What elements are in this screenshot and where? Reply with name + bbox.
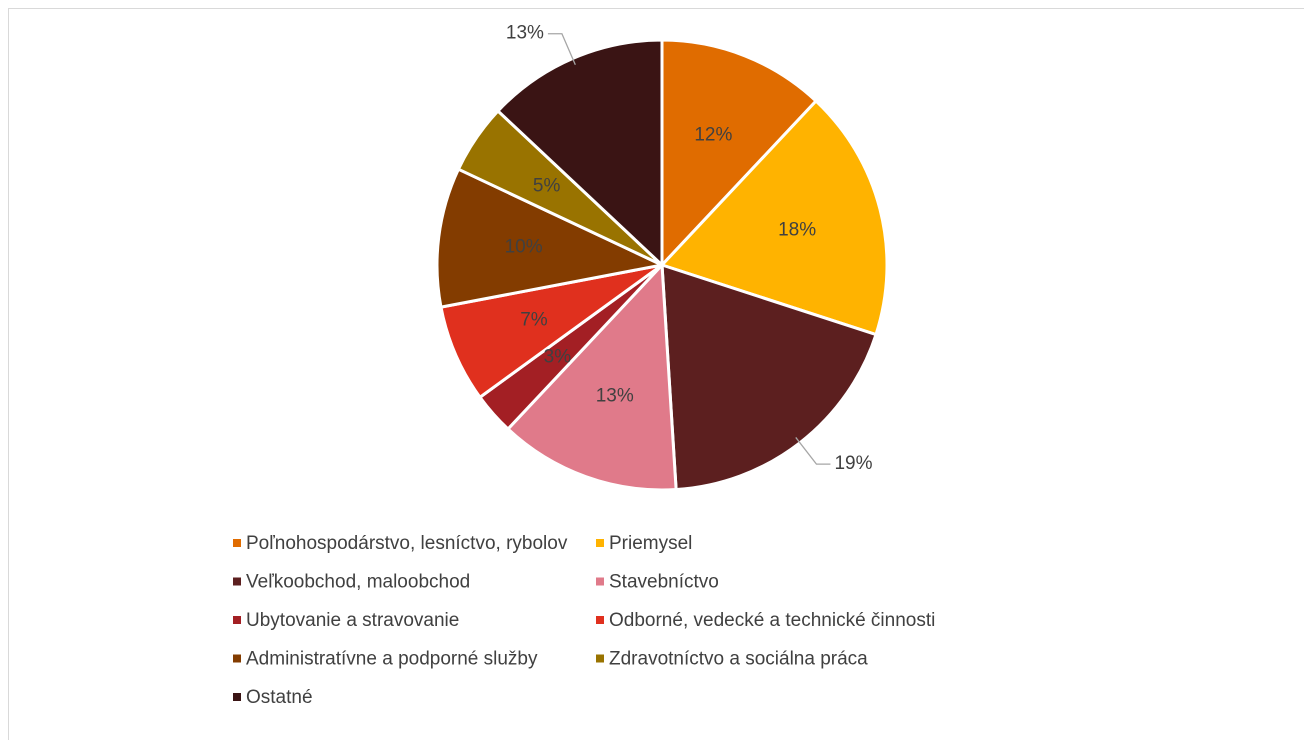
data-label: 19%: [834, 453, 872, 474]
legend-swatch: [233, 693, 241, 701]
data-label: 10%: [505, 237, 543, 258]
leader-line: [547, 33, 576, 65]
data-label: 18%: [778, 219, 816, 240]
legend-label: Zdravotníctvo a sociálna práca: [609, 649, 868, 670]
legend-label: Veľkoobchod, maloobchod: [246, 572, 470, 593]
legend-swatch: [596, 654, 604, 663]
pie-slice: [505, 261, 678, 492]
legend-swatch: [596, 539, 604, 547]
legend-swatch: [233, 654, 241, 663]
data-label: 13%: [596, 385, 634, 406]
data-label: 12%: [694, 124, 732, 145]
leader-line: [795, 437, 831, 465]
legend-label: Administratívne a podporné služby: [246, 649, 538, 670]
data-label: 13%: [506, 23, 544, 44]
legend-label: Ostatné: [246, 687, 313, 708]
pie-slice: [659, 98, 889, 337]
legend-label: Odborné, vedecké a technické činnosti: [609, 610, 935, 631]
pie-slice: [435, 167, 667, 309]
data-label: 5%: [533, 176, 561, 197]
legend-label: Priemysel: [609, 533, 692, 554]
legend-label: Stavebníctvo: [609, 572, 719, 593]
legend-swatch: [596, 577, 604, 586]
data-label: 7%: [520, 309, 548, 330]
legend-label: Ubytovanie a stravovanie: [246, 610, 459, 631]
legend-swatch: [233, 616, 241, 624]
legend-swatch: [233, 577, 241, 586]
legend-swatch: [596, 616, 604, 624]
legend-label: Poľnohospodárstvo, lesníctvo, rybolov: [246, 533, 568, 554]
pie-slice: [660, 38, 819, 269]
legend-swatch: [233, 539, 241, 547]
data-label: 3%: [544, 346, 572, 367]
